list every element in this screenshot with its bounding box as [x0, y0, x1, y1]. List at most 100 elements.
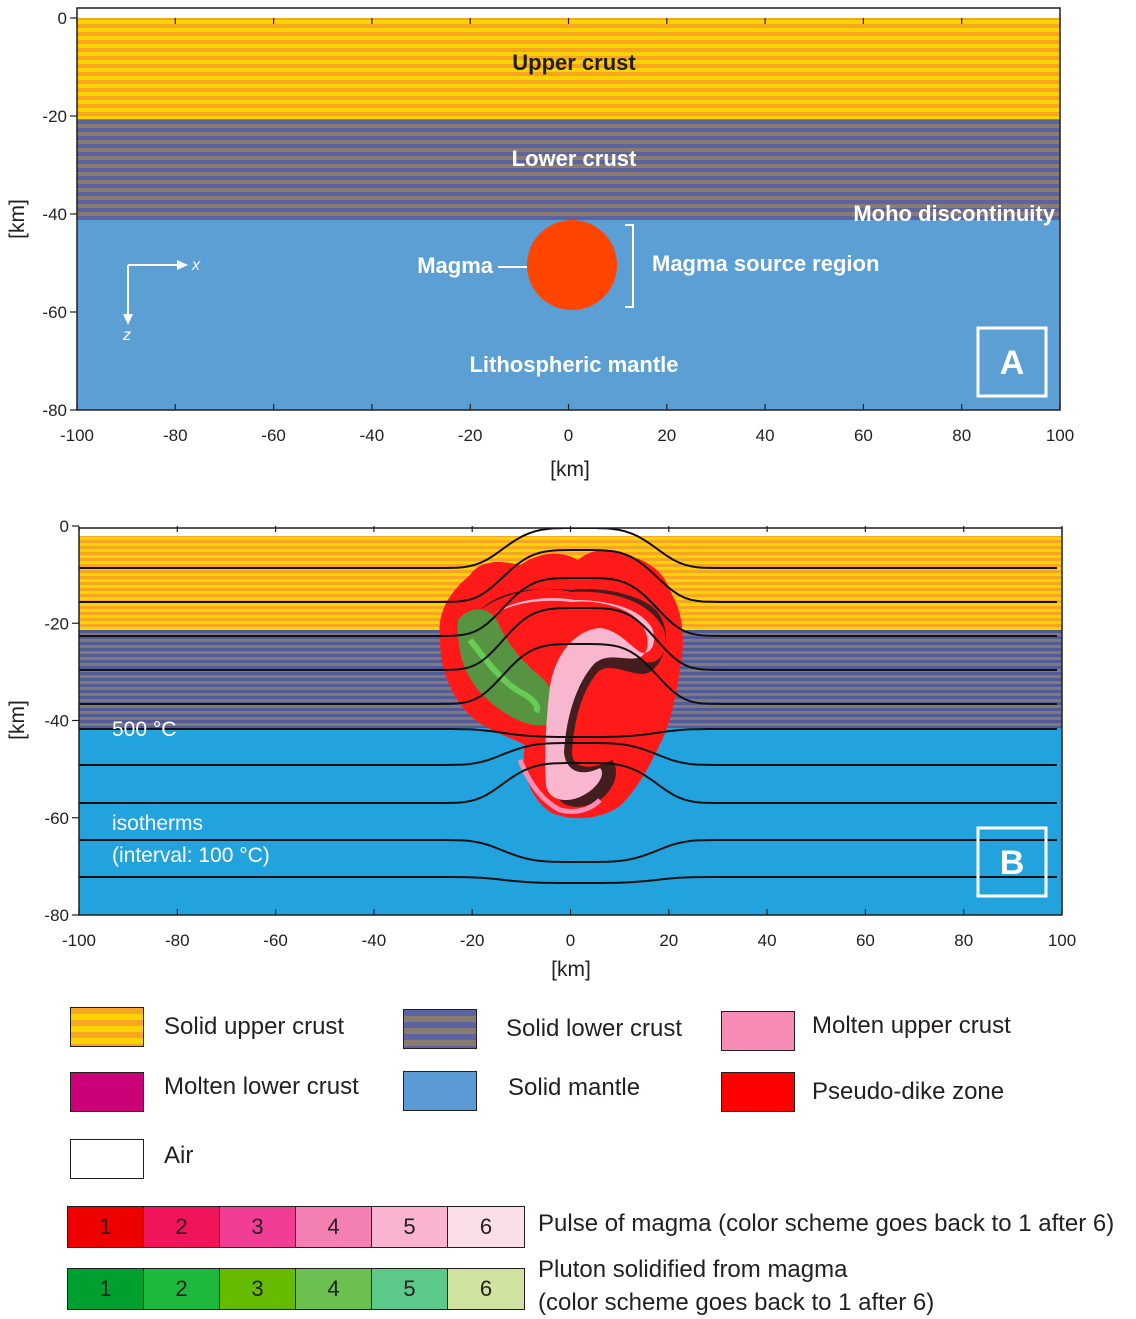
pluton-scale-cell-5: 5: [372, 1269, 448, 1309]
legend-swatch-molten-upper-crust: [721, 1011, 795, 1051]
panel-b-xtick-label: -60: [263, 931, 288, 950]
isotherm-line: [79, 607, 1057, 671]
isotherm-line: [79, 643, 1057, 705]
source-region-label: Magma source region: [652, 251, 879, 276]
legend-swatch-solid-mantle: [403, 1071, 477, 1111]
panel-a-xlabel: [km]: [550, 458, 590, 481]
panel-b-ytick-label: -40: [44, 712, 69, 731]
pulse-scale-cell-5: 5: [372, 1207, 448, 1247]
panel-b-xtick-label: -20: [460, 931, 485, 950]
panel-a-xtick-label: 100: [1046, 426, 1074, 445]
upper-crust-label: Upper crust: [512, 50, 636, 75]
legend-swatch-molten-lower-crust: [70, 1072, 144, 1112]
x-arrow-label: x: [191, 257, 201, 274]
panel-b-letter-box: [976, 826, 1048, 898]
isotherms-title: isotherms: [112, 812, 203, 835]
isotherm-line: [79, 742, 1057, 766]
panel-a-letter-box: [976, 326, 1048, 398]
panel-b-xlabel: [km]: [551, 958, 591, 981]
panel-b-ytick-label: -60: [44, 809, 69, 828]
panel-b-letter: B: [1000, 844, 1025, 882]
isotherm-line: [79, 728, 1057, 738]
isotherm-line: [79, 762, 1057, 804]
panel-a-xtick-label: 40: [756, 426, 775, 445]
panel-a-ytick-label: 0: [58, 9, 67, 28]
panel-b-xtick-label: -80: [165, 931, 190, 950]
panel-a-ylabel: [km]: [6, 199, 29, 239]
panel-a-xtick-label: 0: [564, 426, 573, 445]
panel-a-ytick-label: -80: [42, 401, 67, 420]
pulse-scale-cell-4: 4: [296, 1207, 372, 1247]
pulse-scale-label: Pulse of magma (color scheme goes back t…: [538, 1210, 1115, 1237]
legend-label-air: Air: [164, 1142, 194, 1169]
legend-label-pseudo-dike-zone: Pseudo-dike zone: [812, 1078, 1005, 1105]
panel-a-xtick-label: -20: [458, 426, 483, 445]
panel-a-xtick-label: 80: [952, 426, 971, 445]
panel-a-ytick-label: -60: [42, 303, 67, 322]
isotherm-line: [79, 876, 1057, 884]
molten-upper-crust: [492, 598, 655, 801]
pluton-scale-label-line2: (color scheme goes back to 1 after 6): [538, 1289, 935, 1316]
legend-label-molten-upper-crust: Molten upper crust: [812, 1012, 1011, 1039]
legend-swatch-solid-upper-crust: [70, 1007, 144, 1047]
source-region-bracket: [625, 224, 634, 308]
upper-crust-layer: [77, 18, 1060, 119]
panel-b-xtick-label: 80: [954, 931, 973, 950]
panel-a-xtick-label: 20: [657, 426, 676, 445]
panel-b-xtick-label: -40: [362, 931, 387, 950]
legend-label-solid-lower-crust: Solid lower crust: [506, 1015, 683, 1042]
panel-b-xtick-label: 40: [758, 931, 777, 950]
isotherm-line: [79, 577, 1057, 637]
panel-b-ytick-label: -80: [44, 906, 69, 925]
isotherm-line: [79, 839, 1057, 863]
magma-blob: [527, 220, 617, 310]
panel-b-ticks: -100 -80 -60 -40 -20 0 20 40 60 80 100 0 -20 -40 -60 -8…: [44, 517, 1076, 950]
panel-b: 500 °C isotherms (interval: 100 °C) B -1…: [6, 517, 1076, 981]
panel-a-ytick-label: -40: [42, 205, 67, 224]
pulse-scale-cell-6: 6: [448, 1207, 524, 1247]
panel-a-letter: A: [1000, 344, 1025, 382]
legend-label-solid-mantle: Solid mantle: [508, 1074, 641, 1101]
panel-b-xtick-label: -100: [62, 931, 96, 950]
isotherms-interval: (interval: 100 °C): [112, 844, 270, 867]
panel-a: Upper crust Lower crust Moho discontinui…: [6, 7, 1074, 481]
pluton-scale-cell-3: 3: [220, 1269, 296, 1309]
isotherm-line: [79, 528, 1057, 569]
air-layer: [77, 8, 1060, 18]
panel-a-ticks: -100 -80 -60 -40 -20 0 20 40 60 80 100 0 -20 -40 -60 -8…: [42, 9, 1074, 445]
legend-label-solid-upper-crust: Solid upper crust: [164, 1013, 345, 1040]
panel-a-xtick-label: -100: [60, 426, 94, 445]
pluton-scale-cell-2: 2: [144, 1269, 220, 1309]
isotherm-lines: [79, 528, 1057, 884]
panel-b-xtick-label: 100: [1048, 931, 1076, 950]
panel-b-xtick-label: 20: [659, 931, 678, 950]
pluton-streak: [467, 638, 540, 714]
legend-label-molten-lower-crust: Molten lower crust: [164, 1073, 359, 1100]
z-arrow-label: z: [122, 327, 131, 344]
panel-a-ytick-label: -20: [42, 107, 67, 126]
panel-b-ytick-label: 0: [60, 517, 69, 536]
pluton-scale-cell-1: 1: [68, 1269, 144, 1309]
z-arrow-head: [123, 314, 133, 325]
panel-b-ytick-label: -20: [44, 614, 69, 633]
legend-swatch-air: [70, 1139, 144, 1179]
panel-a-xtick-label: -40: [360, 426, 385, 445]
molten-lower-streak: [517, 759, 602, 815]
axis-arrows: x z: [122, 257, 201, 344]
pulse-scale-cell-3: 3: [220, 1207, 296, 1247]
mantle-label: Lithospheric mantle: [469, 352, 678, 377]
pluton-scale-cell-6: 6: [448, 1269, 524, 1309]
magma-label: Magma: [417, 253, 494, 278]
isotherm-line: [79, 549, 1057, 603]
pluton-scale-label-line1: Pluton solidified from magma: [538, 1256, 848, 1283]
panel-b-xtick-label: 60: [856, 931, 875, 950]
panel-b-xtick-label: 0: [566, 931, 575, 950]
legend-swatch-pseudo-dike-zone: [721, 1072, 795, 1112]
panel-b-ylabel: [km]: [6, 700, 29, 740]
pulse-scale-cell-2: 2: [144, 1207, 220, 1247]
panel-a-xtick-label: 60: [854, 426, 873, 445]
panel-a-xtick-label: -80: [163, 426, 188, 445]
